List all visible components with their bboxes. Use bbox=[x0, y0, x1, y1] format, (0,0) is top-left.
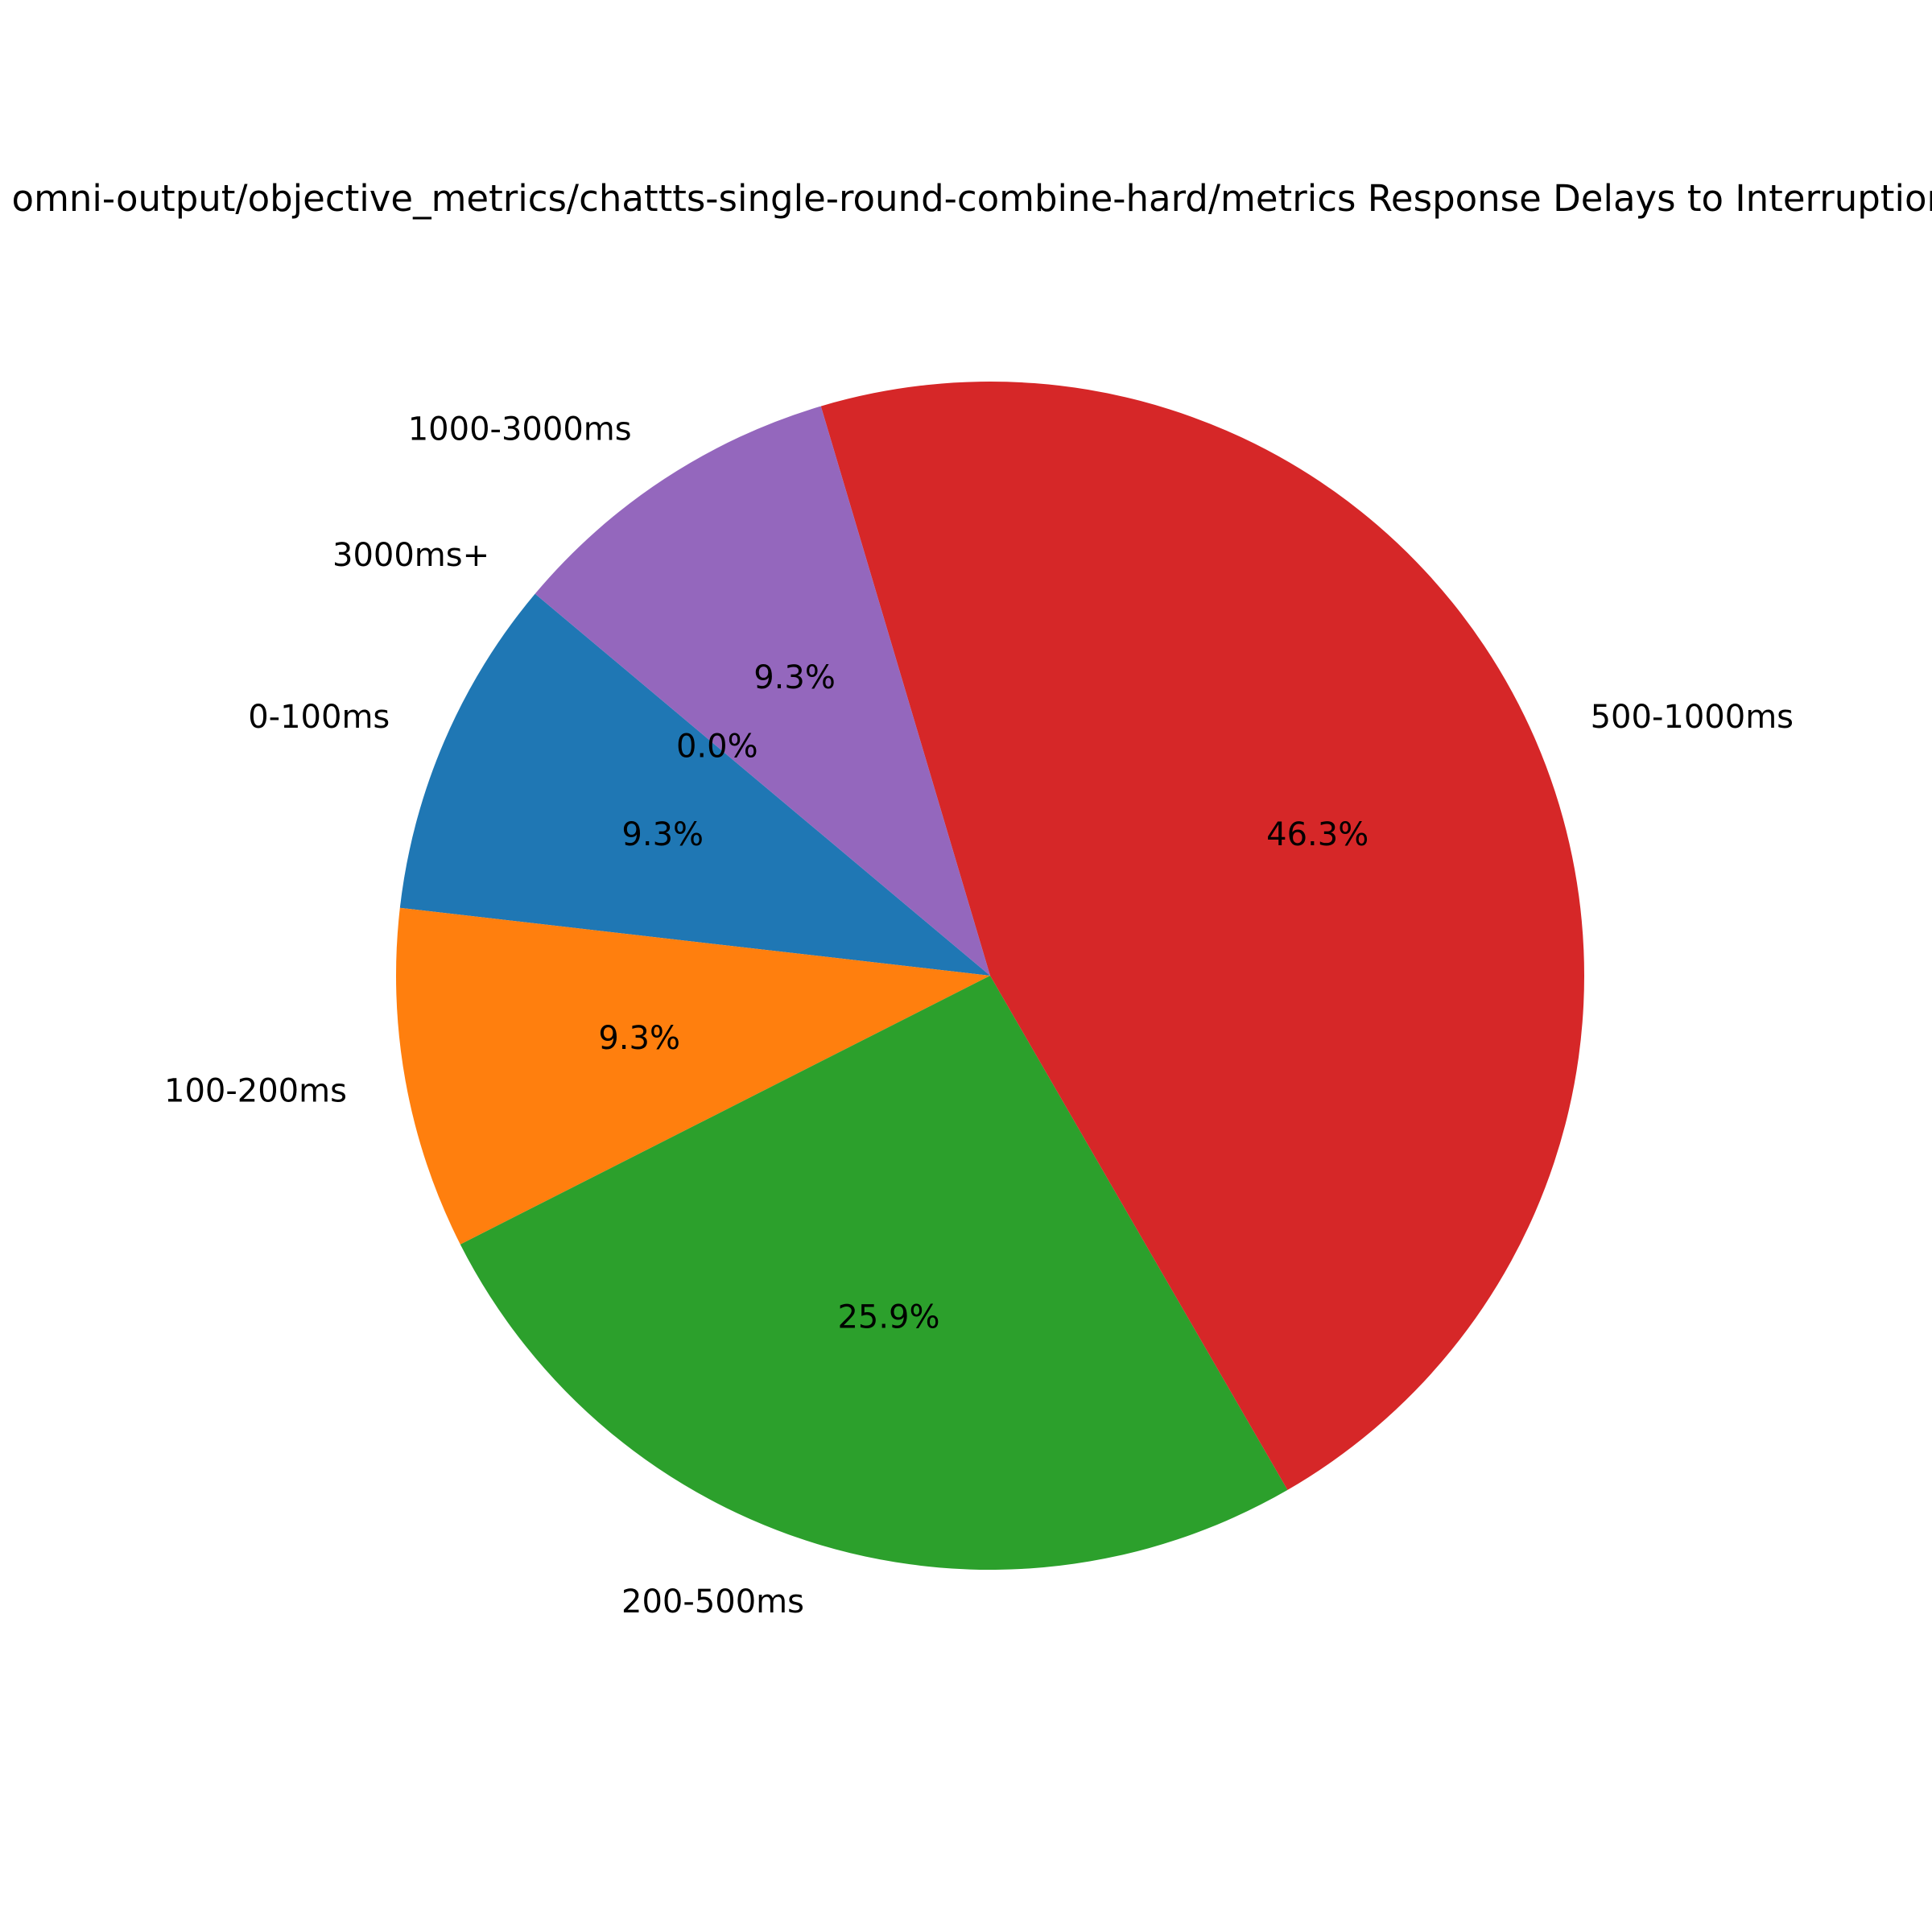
pct-label-0-100ms: 9.3% bbox=[621, 816, 704, 853]
pie-slice-200-500ms bbox=[460, 976, 1288, 1571]
pct-label-200-500ms: 25.9% bbox=[837, 1298, 939, 1335]
pie-slice-500-1000ms bbox=[820, 382, 1584, 1490]
slice-label-100-200ms: 100-200ms bbox=[164, 1072, 347, 1109]
pct-label-100-200ms: 9.3% bbox=[598, 1020, 680, 1057]
chart-title: omni-output/objective_metrics/chattts-si… bbox=[12, 177, 1932, 220]
pie-slice-100-200ms bbox=[395, 907, 990, 1245]
pie-slice-1000-3000ms bbox=[535, 406, 990, 976]
slice-label-1000-3000ms: 1000-3000ms bbox=[408, 411, 632, 448]
pct-label-3000msplus: 0.0% bbox=[676, 728, 758, 765]
pie-slices bbox=[395, 382, 1584, 1571]
slice-label-200-500ms: 200-500ms bbox=[621, 1583, 804, 1620]
slice-label-3000msplus: 3000ms+ bbox=[332, 537, 489, 574]
pct-label-1000-3000ms: 9.3% bbox=[753, 659, 836, 696]
slice-label-500-1000ms: 500-1000ms bbox=[1591, 699, 1794, 736]
pie-labels: 0-100ms 9.3% 100-200ms 9.3% 200-500ms 25.9% 50… bbox=[164, 411, 1794, 1620]
pie-slice-0-100ms bbox=[399, 593, 990, 976]
slice-label-0-100ms: 0-100ms bbox=[248, 699, 390, 736]
pct-label-500-1000ms: 46.3% bbox=[1266, 816, 1368, 853]
